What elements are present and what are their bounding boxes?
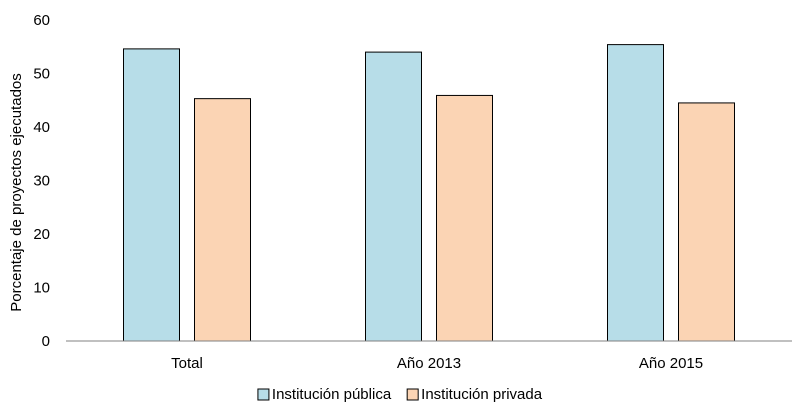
y-tick-label-0: 0 xyxy=(42,333,50,350)
y-axis-ticks: 0 10 20 30 40 50 60 xyxy=(33,12,50,350)
legend-swatch-1 xyxy=(406,388,419,401)
bar-publica-1 xyxy=(365,51,422,342)
legend-label-0: Institución pública xyxy=(272,386,392,403)
x-category-label-1: Año 2013 xyxy=(397,355,461,372)
y-axis-title-group: Porcentaje de proyectos ejecutados xyxy=(8,73,25,311)
y-tick-label-10: 10 xyxy=(33,280,50,297)
legend-swatch-0 xyxy=(257,388,270,401)
bars xyxy=(123,44,735,342)
y-tick-label-40: 40 xyxy=(33,119,50,136)
bar-privada-0 xyxy=(194,98,251,342)
bar-privada-1 xyxy=(436,94,493,342)
legend: Institución pública Institución privada xyxy=(257,386,543,403)
bar-publica-0 xyxy=(123,48,180,342)
y-tick-label-30: 30 xyxy=(33,173,50,190)
y-tick-label-60: 60 xyxy=(33,12,50,29)
x-axis-labels: Total Año 2013 Año 2015 xyxy=(171,355,703,372)
y-tick-label-20: 20 xyxy=(33,226,50,243)
x-category-label-2: Año 2015 xyxy=(639,355,703,372)
y-axis-title: Porcentaje de proyectos ejecutados xyxy=(8,73,25,311)
y-tick-label-50: 50 xyxy=(33,66,50,83)
x-category-label-0: Total xyxy=(171,355,203,372)
bar-publica-2 xyxy=(607,44,664,342)
legend-label-1: Institución privada xyxy=(421,386,543,403)
bar-privada-2 xyxy=(678,102,735,342)
